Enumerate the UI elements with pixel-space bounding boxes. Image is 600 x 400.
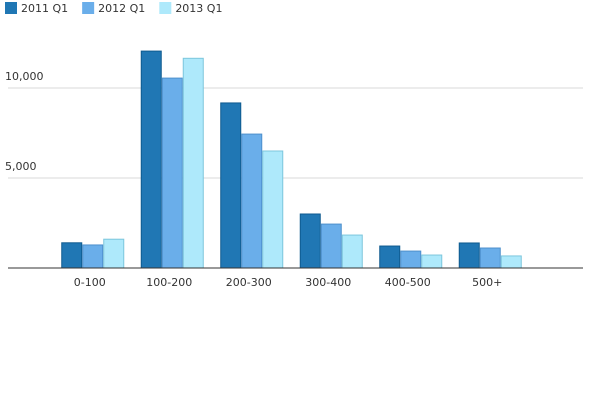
bar xyxy=(320,223,342,269)
bar xyxy=(421,254,443,269)
bar xyxy=(161,77,183,269)
legend-swatch xyxy=(82,2,95,14)
x-tick-label: 200-300 xyxy=(226,276,272,289)
legend-label: 2011 Q1 xyxy=(21,2,68,15)
bar xyxy=(479,247,501,269)
bar xyxy=(299,213,321,269)
y-tick-label: 10,000 xyxy=(5,70,44,83)
bar xyxy=(182,57,204,269)
bar xyxy=(140,50,162,269)
bar xyxy=(103,238,125,269)
legend-swatch xyxy=(5,2,17,14)
x-tick-label: 100-200 xyxy=(146,276,192,289)
bar xyxy=(220,102,242,269)
bar xyxy=(241,133,263,269)
bar xyxy=(262,150,284,269)
bar xyxy=(61,242,83,269)
bar xyxy=(82,244,104,269)
x-tick-label: 300-400 xyxy=(305,276,351,289)
bar xyxy=(379,245,401,269)
bar xyxy=(458,242,480,269)
x-tick-label: 400-500 xyxy=(385,276,431,289)
bar xyxy=(400,250,422,269)
y-tick-label: 5,000 xyxy=(5,160,37,173)
x-tick-label: 500+ xyxy=(472,276,502,289)
x-tick-label: 0-100 xyxy=(74,276,106,289)
legend-label: 2013 Q1 xyxy=(175,2,222,15)
legend-swatch xyxy=(159,2,172,14)
bar xyxy=(341,234,363,269)
bar xyxy=(500,255,522,269)
legend-label: 2012 Q1 xyxy=(98,2,145,15)
